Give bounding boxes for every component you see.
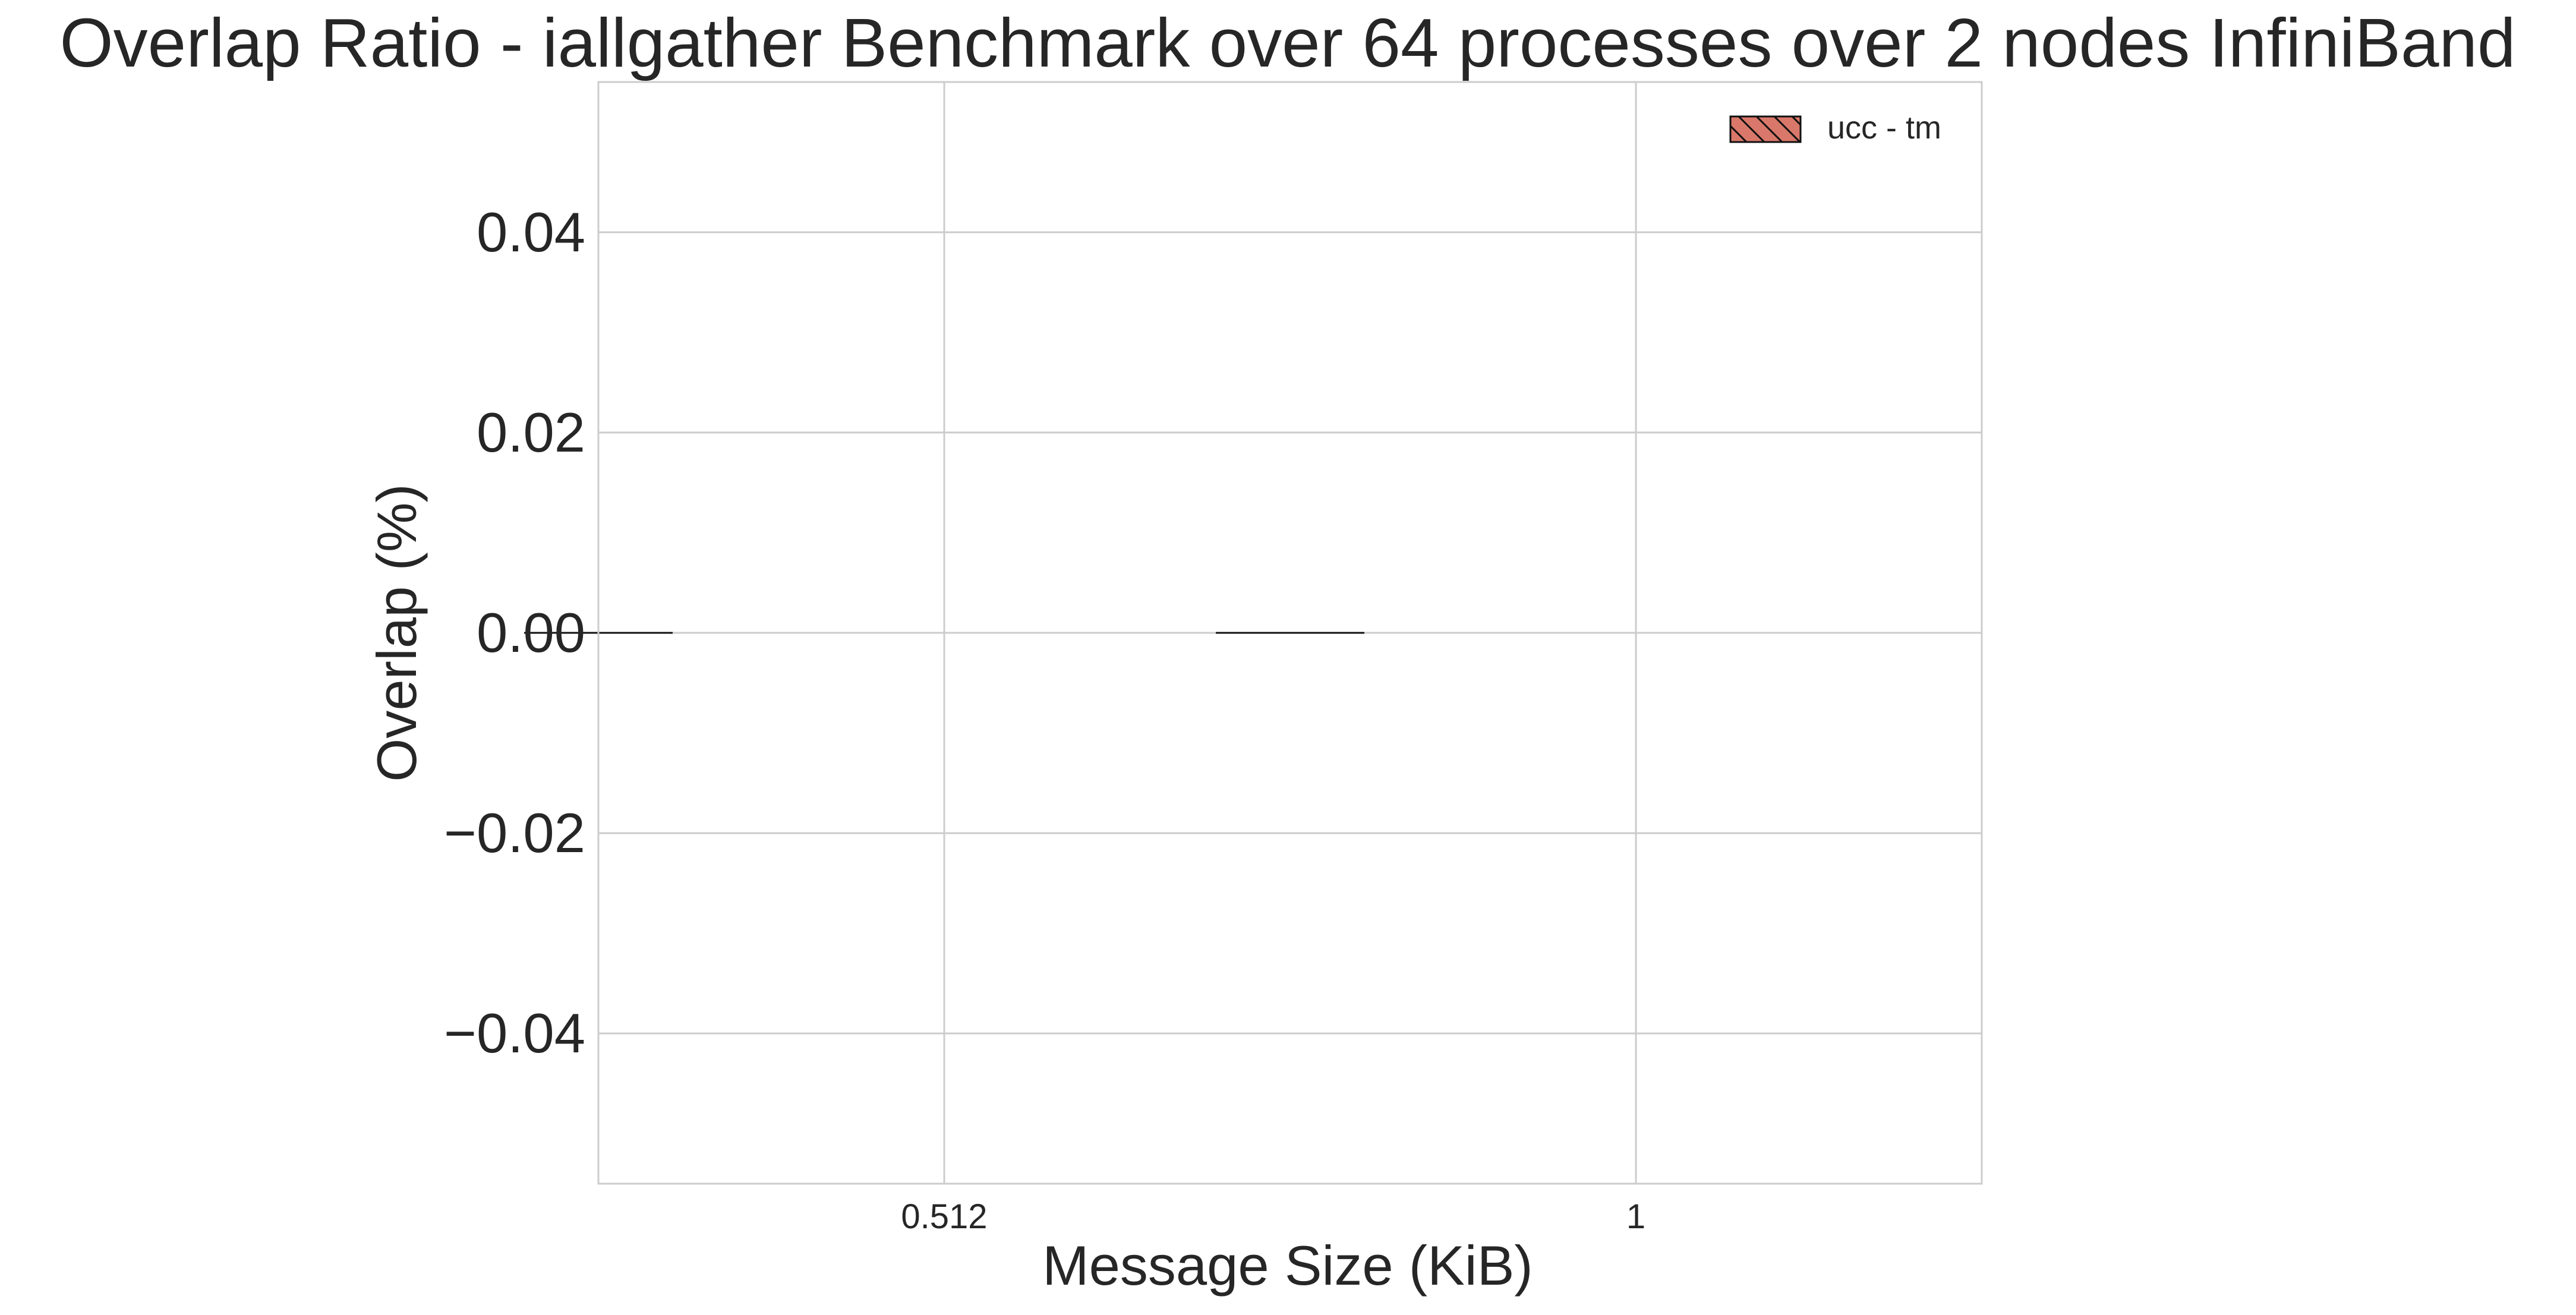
x-tick-labels: 0.512 1 xyxy=(901,1197,1645,1236)
y-tick-label: −0.04 xyxy=(444,1002,585,1064)
y-axis-label: Overlap (%) xyxy=(365,484,428,781)
y-tick-label: 0.04 xyxy=(477,201,585,263)
chart-title: Overlap Ratio - iallgather Benchmark ove… xyxy=(59,4,2515,81)
y-tick-label: −0.02 xyxy=(444,802,585,864)
plot-frame xyxy=(597,81,1983,1185)
y-tick-label: 0.02 xyxy=(477,401,585,463)
y-tick-labels: −0.04 −0.02 0.00 0.02 0.04 xyxy=(444,201,585,1064)
legend-swatch-ucc-tm xyxy=(1729,115,1802,143)
y-tick-label: 0.00 xyxy=(477,601,585,664)
x-tick-label: 0.512 xyxy=(901,1197,987,1236)
legend: ucc - tm xyxy=(1729,110,1941,146)
x-tick-label: 1 xyxy=(1626,1197,1645,1236)
x-axis-label: Message Size (KiB) xyxy=(1042,1234,1533,1297)
legend-label-ucc-tm: ucc - tm xyxy=(1827,110,1941,146)
